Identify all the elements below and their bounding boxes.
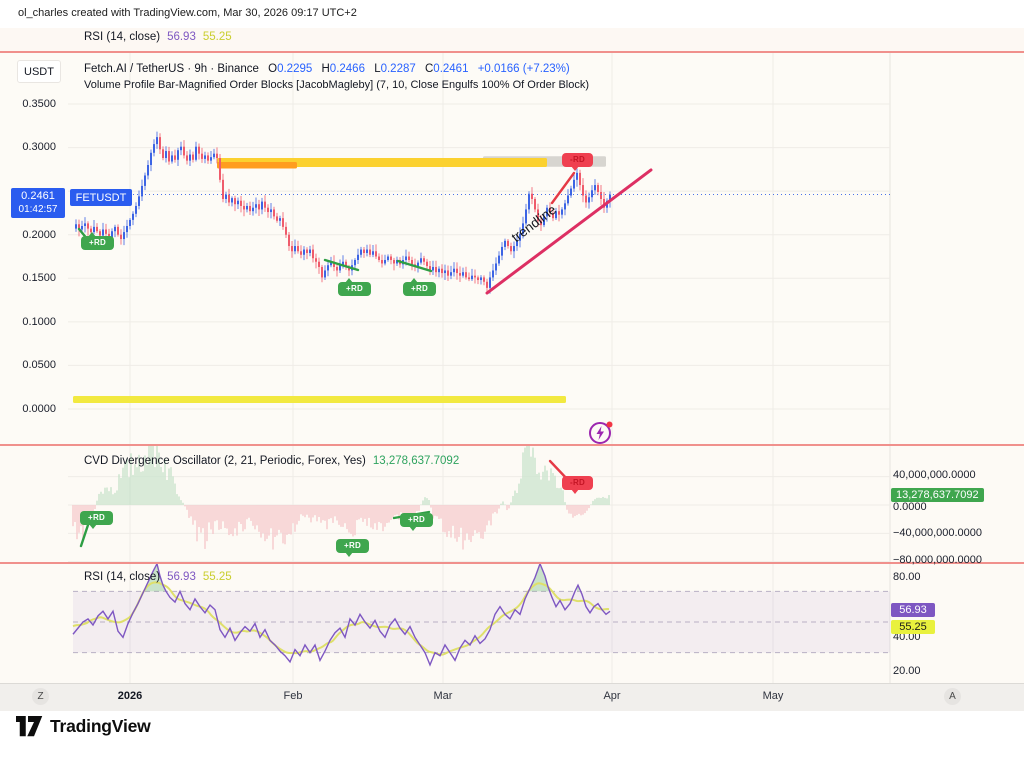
cvd-tick: −80,000,000.0000 xyxy=(893,554,983,566)
attribution-text: ol_charles created with TradingView.com,… xyxy=(18,7,357,19)
rd-signal-label[interactable]: -RD xyxy=(562,476,594,494)
symbol-chip[interactable]: FETUSDT xyxy=(70,189,132,206)
top-rsi-title: RSI (14, close) xyxy=(84,31,161,43)
price-tick: 0.2000 xyxy=(22,229,56,241)
currency-toggle-button[interactable]: USDT xyxy=(17,60,61,83)
price-tick: 0.1000 xyxy=(22,316,56,328)
bar-countdown: 01:42:57 xyxy=(18,203,58,215)
timezone-chip-left[interactable]: Z xyxy=(32,688,49,705)
rd-signal-label[interactable]: +RD xyxy=(403,278,437,296)
cvd-tick: 0.0000 xyxy=(893,501,927,513)
time-tick-month: May xyxy=(762,690,784,702)
time-tick-month: Apr xyxy=(603,690,621,702)
rsi-legend[interactable]: RSI (14, close) 56.93 55.25 xyxy=(84,571,232,583)
rsi-tick: 20.00 xyxy=(893,665,921,677)
rsi-tick: 80.00 xyxy=(893,571,921,583)
price-tick: 0.3500 xyxy=(22,98,56,110)
time-axis[interactable] xyxy=(0,683,1024,711)
tradingview-mark-icon xyxy=(16,716,43,737)
pane-separator[interactable] xyxy=(0,51,1024,53)
rd-signal-label[interactable]: +RD xyxy=(400,513,434,531)
price-tick: 0.3000 xyxy=(22,141,56,153)
cvd-tick: 40,000,000.0000 xyxy=(893,469,976,481)
tradingview-wordmark: TradingView xyxy=(50,716,151,736)
cvd-legend[interactable]: CVD Divergence Oscillator (2, 21, Period… xyxy=(84,455,459,467)
rd-signal-label[interactable]: +RD xyxy=(81,232,115,250)
rd-signal-label[interactable]: +RD xyxy=(338,278,372,296)
price-tick: 0.0000 xyxy=(22,403,56,415)
top-rsi-value-1: 56.93 xyxy=(167,31,196,43)
rsi-value-2: 55.25 xyxy=(202,571,232,583)
ohlc-open-value: 0.2295 xyxy=(277,63,313,75)
rd-signal-label[interactable]: +RD xyxy=(336,539,370,557)
current-price-chip[interactable]: 0.2461 01:42:57 xyxy=(11,188,65,218)
top-rsi-value-2: 55.25 xyxy=(202,31,232,43)
ohlc-low-value: 0.2287 xyxy=(380,63,416,75)
rsi-value-chip-yellow: 55.25 xyxy=(891,620,935,634)
ohlc-close-value: 0.2461 xyxy=(433,63,469,75)
ohlc-high-value: 0.2466 xyxy=(329,63,365,75)
symbol-title: Fetch.AI / TetherUS · 9h · Binance xyxy=(84,63,259,75)
time-tick-month: Mar xyxy=(433,690,453,702)
cvd-title: CVD Divergence Oscillator (2, 21, Period… xyxy=(84,455,366,467)
ohlc-low-key: L xyxy=(374,63,381,75)
time-tick-month: Feb xyxy=(283,690,303,702)
current-price: 0.2461 xyxy=(21,190,55,202)
tradingview-logo[interactable]: TradingView xyxy=(16,716,151,737)
symbol-legend[interactable]: Fetch.AI / TetherUS · 9h · Binance O0.22… xyxy=(84,63,570,75)
pane-separator[interactable] xyxy=(0,562,1024,564)
time-tick-year: 2026 xyxy=(117,690,143,702)
price-tick: 0.0500 xyxy=(22,359,56,371)
boost-flash-button[interactable] xyxy=(587,418,615,446)
rsi-value-chip-purple: 56.93 xyxy=(891,603,935,617)
ohlc-high-key: H xyxy=(321,63,330,75)
rd-signal-label[interactable]: +RD xyxy=(80,511,114,529)
indicator-legend[interactable]: Volume Profile Bar-Magnified Order Block… xyxy=(84,79,590,91)
ohlc-open-key: O xyxy=(268,63,278,75)
cvd-tick: −40,000,000.0000 xyxy=(893,527,983,539)
top-rsi-strip-pane xyxy=(0,28,1024,53)
top-rsi-legend: RSI (14, close) 56.93 55.25 xyxy=(84,31,232,43)
cvd-value-chip: 13,278,637.7092 xyxy=(891,488,984,502)
price-tick: 0.1500 xyxy=(22,272,56,284)
rsi-value-1: 56.93 xyxy=(167,571,196,583)
cvd-value: 13,278,637.7092 xyxy=(372,455,460,467)
rsi-title: RSI (14, close) xyxy=(84,571,161,583)
rsi-pane[interactable] xyxy=(0,563,1024,683)
pane-separator[interactable] xyxy=(0,444,1024,446)
ohlc-close-key: C xyxy=(424,63,434,75)
rsi-tick: 40.00 xyxy=(893,631,921,643)
rd-signal-label[interactable]: -RD xyxy=(562,153,594,171)
change-value: +0.0166 (+7.23%) xyxy=(477,63,570,75)
adjust-chip-right[interactable]: A xyxy=(944,688,961,705)
lightning-icon xyxy=(589,421,613,444)
